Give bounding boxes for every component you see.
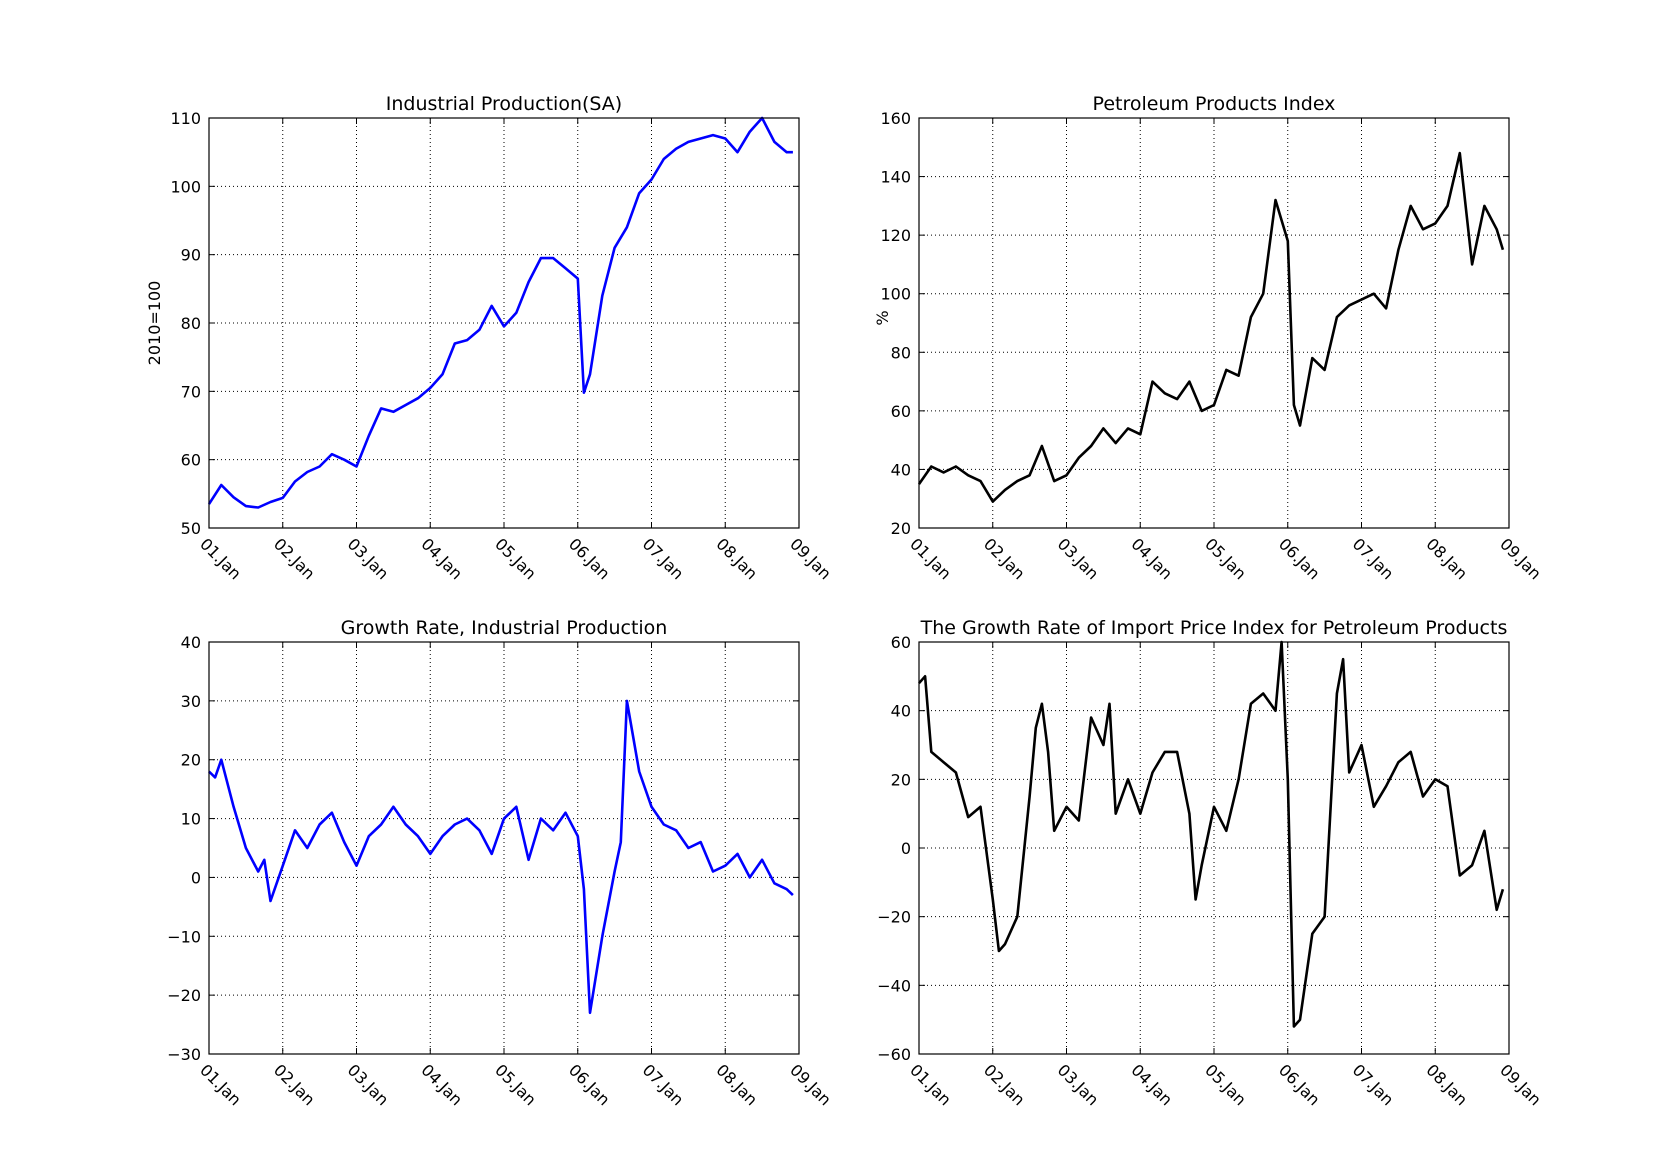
y-tick-label: 80 [891, 343, 911, 362]
y-tick-label: 100 [170, 177, 201, 196]
x-tick-label: 01.Jan [906, 1060, 955, 1109]
x-tick-label: 02.Jan [980, 534, 1029, 583]
axes-frame [208, 641, 800, 1055]
panel-petroleum-products-index: Petroleum Products Index % 01.Jan 02.Jan 0… [873, 93, 1545, 583]
plot-area [207, 116, 800, 529]
y-tick-label: 100 [880, 285, 911, 304]
x-tick-label: 03.Jan [1054, 534, 1103, 583]
y-tick-label: 160 [880, 109, 911, 128]
x-tick-label: 02.Jan [270, 534, 319, 583]
y-tick-label: 0 [191, 868, 201, 887]
y-tick-label: 40 [891, 702, 911, 721]
y-tick-label: 60 [891, 633, 911, 652]
x-tick-label: 06.Jan [565, 534, 614, 583]
y-tick-label: −60 [877, 1045, 911, 1064]
y-tick-label: 90 [181, 246, 201, 265]
y-tick-label: 120 [880, 226, 911, 245]
series-line [207, 116, 793, 509]
x-tick-label: 04.Jan [1127, 534, 1176, 583]
y-tick-label: 50 [181, 519, 201, 538]
x-tick-label: 05.Jan [491, 534, 540, 583]
y-axis-label: % [873, 310, 892, 325]
y-tick-label: 40 [891, 460, 911, 479]
y-axis-label: 2010=100 [145, 281, 164, 366]
x-tick-label: 01.Jan [196, 1060, 245, 1109]
x-tick-label: 05.Jan [1201, 1060, 1250, 1109]
x-tick-label: 03.Jan [344, 534, 393, 583]
y-tick-label: −10 [167, 927, 201, 946]
x-tick-label: 07.Jan [1349, 1060, 1398, 1109]
y-tick-label: 80 [181, 314, 201, 333]
x-tick-label: 09.Jan [1496, 1060, 1545, 1109]
plot-area [917, 117, 1510, 529]
y-tick-label: −30 [167, 1045, 201, 1064]
x-tick-label: 04.Jan [1127, 1060, 1176, 1109]
x-tick-label: 06.Jan [1275, 534, 1324, 583]
x-tick-label: 07.Jan [1349, 534, 1398, 583]
x-tick-label: 08.Jan [1422, 1060, 1471, 1109]
y-tick-label: 20 [181, 751, 201, 770]
x-tick-label: 08.Jan [712, 1060, 761, 1109]
y-tick-label: 40 [181, 633, 201, 652]
panel-growth-rate-industrial-production: Growth Rate, Industrial Production 01.Ja… [167, 617, 835, 1109]
panel-industrial-production: Industrial Production(SA) 2010=100 01.Ja… [145, 93, 835, 583]
axes-frame [208, 117, 800, 529]
x-tick-label: 04.Jan [417, 534, 466, 583]
y-tick-label: 10 [181, 810, 201, 829]
x-tick-label: 06.Jan [565, 1060, 614, 1109]
plot-background [209, 642, 799, 1054]
x-tick-label: 08.Jan [1422, 534, 1471, 583]
y-tick-label: 60 [891, 402, 911, 421]
x-tick-label: 03.Jan [1054, 1060, 1103, 1109]
x-tick-label: 09.Jan [786, 1060, 835, 1109]
series-line [918, 640, 1505, 1028]
panel-growth-rate-import-price-index: The Growth Rate of Import Price Index fo… [877, 617, 1545, 1109]
y-tick-label: 20 [891, 770, 911, 789]
x-tick-label: 09.Jan [786, 534, 835, 583]
series-line [208, 699, 794, 1015]
x-tick-label: 09.Jan [1496, 534, 1545, 583]
y-tick-label: 110 [170, 109, 201, 128]
y-tick-label: −20 [877, 908, 911, 927]
x-tick-label: 07.Jan [639, 1060, 688, 1109]
chart-title: Growth Rate, Industrial Production [341, 617, 668, 639]
x-tick-label: 06.Jan [1275, 1060, 1324, 1109]
x-tick-label: 03.Jan [344, 1060, 393, 1109]
x-tick-label: 01.Jan [906, 534, 955, 583]
y-tick-label: 70 [181, 382, 201, 401]
x-tick-label: 02.Jan [270, 1060, 319, 1109]
chart-title: Industrial Production(SA) [386, 93, 622, 115]
y-tick-label: 0 [901, 839, 911, 858]
y-tick-label: −20 [167, 986, 201, 1005]
x-tick-label: 05.Jan [1201, 534, 1250, 583]
plot-area [208, 641, 800, 1055]
y-tick-label: 30 [181, 692, 201, 711]
chart-title: The Growth Rate of Import Price Index fo… [920, 617, 1508, 639]
x-tick-label: 04.Jan [417, 1060, 466, 1109]
x-tick-label: 02.Jan [980, 1060, 1029, 1109]
plot-area [918, 640, 1510, 1055]
axes-frame [918, 641, 1510, 1055]
series-line [917, 151, 1505, 503]
x-tick-label: 01.Jan [196, 534, 245, 583]
y-tick-label: 60 [181, 451, 201, 470]
x-tick-label: 07.Jan [639, 534, 688, 583]
x-tick-label: 08.Jan [712, 534, 761, 583]
chart-title: Petroleum Products Index [1093, 93, 1336, 115]
x-tick-label: 05.Jan [491, 1060, 540, 1109]
y-tick-label: −40 [877, 976, 911, 995]
y-tick-label: 140 [880, 168, 911, 187]
axes-frame [918, 117, 1510, 529]
y-tick-label: 20 [891, 519, 911, 538]
